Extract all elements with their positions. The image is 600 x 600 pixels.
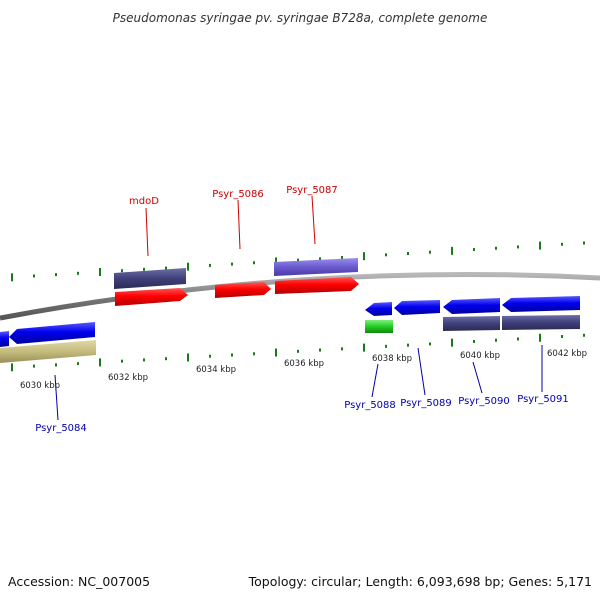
accession-text: Accession: NC_007005 xyxy=(8,574,150,589)
gene-arrow-psyr-5087[interactable] xyxy=(275,277,359,294)
gene-label-psyr-5090[interactable]: Psyr_5090 xyxy=(458,396,510,407)
scale-label-6042: 6042 kbp xyxy=(547,349,587,359)
gene-arrow-partial-left[interactable] xyxy=(0,331,9,347)
gene-arrow-psyr-5090[interactable] xyxy=(443,298,500,314)
gene-arrow-psyr-5086[interactable] xyxy=(215,282,271,298)
feature-bar-olive[interactable] xyxy=(0,340,96,363)
feature-bar-navy-b[interactable] xyxy=(502,315,580,330)
gene-arrow-psyr-5084[interactable] xyxy=(9,322,95,344)
gene-label-psyr-5084[interactable]: Psyr_5084 xyxy=(35,423,87,434)
gene-label-psyr-5089[interactable]: Psyr_5089 xyxy=(400,398,452,409)
reverse-label-leaders xyxy=(54,345,543,421)
gene-label-psyr-5088[interactable]: Psyr_5088 xyxy=(344,400,396,411)
scale-label-6030: 6030 kbp xyxy=(20,381,60,391)
gene-label-psyr-5091[interactable]: Psyr_5091 xyxy=(517,394,569,405)
map-title: Pseudomonas syringae pv. syringae B728a,… xyxy=(113,11,488,25)
scale-label-6034: 6034 kbp xyxy=(196,365,236,375)
tick-row-lower xyxy=(11,333,585,372)
scale-label-6038: 6038 kbp xyxy=(372,354,412,364)
feature-bar-green[interactable] xyxy=(365,320,393,333)
gene-arrow-psyr-5088[interactable] xyxy=(365,302,392,316)
gene-arrow-psyr-5091[interactable] xyxy=(502,296,580,312)
gene-label-psyr-5087[interactable]: Psyr_5087 xyxy=(286,185,338,196)
gene-label-mdoD[interactable]: mdoD xyxy=(129,196,159,207)
scale-label-6040: 6040 kbp xyxy=(460,351,500,361)
feature-bar-psyr-5087[interactable] xyxy=(274,258,358,276)
gene-arrow-psyr-5089[interactable] xyxy=(394,300,440,315)
feature-bar-navy-a[interactable] xyxy=(443,316,500,331)
gene-label-psyr-5086[interactable]: Psyr_5086 xyxy=(212,189,264,200)
scale-label-6032: 6032 kbp xyxy=(108,373,148,383)
scale-label-6036: 6036 kbp xyxy=(284,359,324,369)
topology-text: Topology: circular; Length: 6,093,698 bp… xyxy=(248,574,592,589)
forward-label-leaders xyxy=(145,195,316,257)
feature-bar-mdoD[interactable] xyxy=(114,268,186,289)
gene-arrow-mdoD[interactable] xyxy=(115,288,188,306)
